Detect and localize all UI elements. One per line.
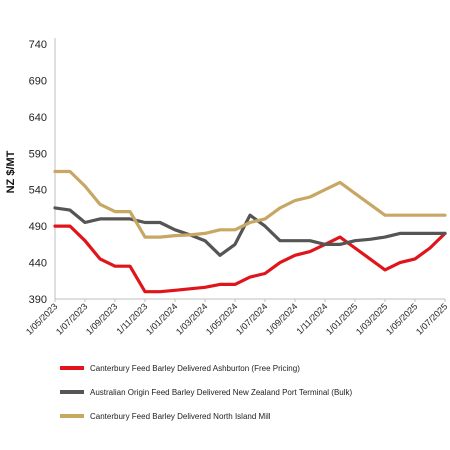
x-tick-label: 1/05/2024 bbox=[204, 301, 239, 336]
x-tick-label: 1/05/2025 bbox=[384, 301, 419, 336]
x-tick-label: 1/07/2024 bbox=[234, 301, 269, 336]
y-axis-ticks: 390 440 490 540 590 640 690 740 bbox=[29, 39, 47, 306]
y-tick-label: 390 bbox=[29, 294, 47, 306]
x-tick-label: 1/03/2024 bbox=[174, 301, 209, 336]
legend-item-ashburton: Canterbury Feed Barley Delivered Ashburt… bbox=[60, 356, 445, 380]
axes bbox=[54, 38, 445, 300]
y-tick-label: 490 bbox=[29, 221, 47, 233]
x-tick-label: 1/01/2025 bbox=[324, 301, 359, 336]
y-tick-label: 440 bbox=[29, 258, 47, 270]
y-tick-label: 640 bbox=[29, 112, 47, 124]
legend-swatch-ashburton bbox=[60, 366, 84, 370]
y-tick-label: 740 bbox=[29, 39, 47, 51]
x-tick-label: 1/09/2024 bbox=[264, 301, 299, 336]
series-line-north-island bbox=[53, 169, 447, 239]
y-axis-label: NZ $/MT bbox=[5, 150, 17, 193]
legend-swatch-australian bbox=[60, 390, 84, 394]
series-line-australian bbox=[53, 206, 447, 257]
y-tick-label: 540 bbox=[29, 185, 47, 197]
legend: Canterbury Feed Barley Delivered Ashburt… bbox=[60, 356, 445, 428]
x-tick-label: 1/01/2024 bbox=[144, 301, 179, 336]
x-tick-label: 1/05/2023 bbox=[24, 301, 59, 336]
x-tick-label: 1/07/2025 bbox=[414, 301, 449, 336]
x-axis-ticks: 1/05/20231/07/20231/09/20231/11/20231/01… bbox=[24, 299, 449, 337]
y-tick-label: 690 bbox=[29, 75, 47, 87]
x-tick-label: 1/03/2025 bbox=[354, 301, 389, 336]
x-tick-label: 1/07/2023 bbox=[54, 301, 89, 336]
series-line-ashburton bbox=[53, 224, 447, 294]
y-tick-label: 590 bbox=[29, 148, 47, 160]
legend-swatch-north-island bbox=[60, 414, 84, 418]
legend-item-australian: Australian Origin Feed Barley Delivered … bbox=[60, 380, 445, 404]
series-lines bbox=[53, 169, 447, 294]
x-tick-label: 1/09/2023 bbox=[84, 301, 119, 336]
legend-label-north-island: Canterbury Feed Barley Delivered North I… bbox=[90, 411, 271, 421]
legend-label-australian: Australian Origin Feed Barley Delivered … bbox=[90, 387, 353, 397]
legend-label-ashburton: Canterbury Feed Barley Delivered Ashburt… bbox=[90, 363, 300, 373]
legend-item-north-island: Canterbury Feed Barley Delivered North I… bbox=[60, 404, 445, 428]
